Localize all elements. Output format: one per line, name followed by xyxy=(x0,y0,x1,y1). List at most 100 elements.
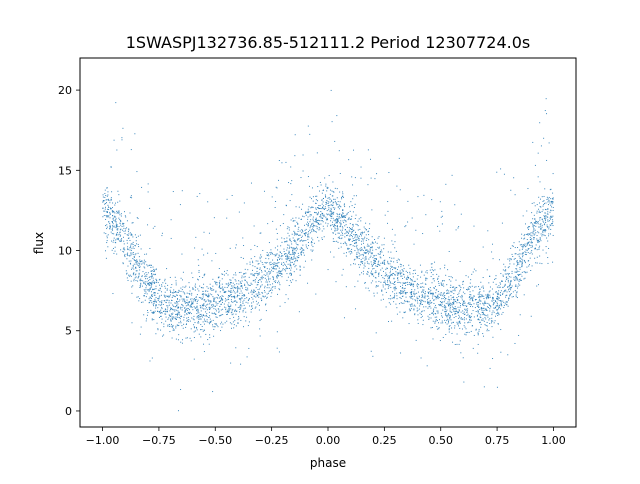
data-point xyxy=(275,253,277,255)
data-point xyxy=(193,326,195,328)
data-point xyxy=(447,292,449,294)
data-point xyxy=(346,213,348,215)
data-point xyxy=(107,216,109,218)
data-point xyxy=(120,234,122,236)
data-point xyxy=(295,260,297,262)
data-point xyxy=(539,206,541,208)
data-point xyxy=(513,177,515,179)
data-point xyxy=(348,251,350,253)
data-point xyxy=(409,296,411,298)
data-point xyxy=(508,266,510,268)
data-point xyxy=(293,256,295,258)
data-point xyxy=(394,295,396,297)
data-point xyxy=(238,316,240,318)
data-point xyxy=(340,242,342,244)
data-point xyxy=(341,232,343,234)
data-point xyxy=(540,206,542,208)
data-point xyxy=(227,311,229,313)
data-point xyxy=(456,298,458,300)
data-point xyxy=(172,318,174,320)
data-point xyxy=(511,285,513,287)
data-point xyxy=(198,322,200,324)
data-point xyxy=(198,317,200,319)
data-point xyxy=(422,324,424,326)
data-point xyxy=(198,315,200,317)
data-point xyxy=(415,300,417,302)
data-point xyxy=(261,292,263,294)
data-point xyxy=(290,267,292,269)
data-point xyxy=(202,298,204,300)
data-point xyxy=(202,277,204,279)
data-point xyxy=(517,262,519,264)
data-point xyxy=(223,291,225,293)
data-point xyxy=(337,220,339,222)
data-point xyxy=(244,298,246,300)
data-point xyxy=(307,236,309,238)
data-point xyxy=(291,258,293,260)
data-point xyxy=(181,303,183,305)
data-point xyxy=(521,233,523,235)
data-point xyxy=(528,229,530,230)
data-point xyxy=(257,282,259,283)
data-point xyxy=(120,240,122,242)
data-point xyxy=(163,300,165,302)
data-point xyxy=(452,307,454,309)
data-point xyxy=(243,276,245,278)
data-point xyxy=(527,234,529,236)
data-point xyxy=(377,237,379,239)
data-point xyxy=(549,189,551,191)
data-point xyxy=(139,261,141,263)
data-point xyxy=(234,272,236,274)
data-point xyxy=(454,313,456,315)
data-point xyxy=(413,295,415,297)
data-point xyxy=(410,295,412,297)
data-point xyxy=(399,270,401,272)
data-point xyxy=(428,293,429,295)
data-point xyxy=(215,301,217,303)
data-point xyxy=(178,317,180,318)
data-point xyxy=(155,282,157,284)
data-point xyxy=(321,239,323,240)
data-point xyxy=(139,286,141,288)
data-point xyxy=(136,260,138,262)
data-point xyxy=(350,201,352,203)
data-point xyxy=(242,257,244,259)
data-point xyxy=(421,294,423,296)
data-point xyxy=(414,293,416,295)
data-point xyxy=(472,297,474,299)
data-point xyxy=(440,312,442,314)
data-point xyxy=(427,307,429,309)
data-point xyxy=(374,277,376,279)
data-point xyxy=(281,241,283,243)
data-point xyxy=(307,224,309,226)
data-point xyxy=(380,299,382,301)
data-point xyxy=(262,292,264,294)
data-point xyxy=(208,343,210,345)
data-point xyxy=(253,291,255,293)
data-point xyxy=(220,287,222,289)
data-point xyxy=(275,186,277,188)
data-point xyxy=(281,162,283,164)
data-point xyxy=(307,241,309,243)
data-point xyxy=(245,301,247,303)
data-point xyxy=(487,296,489,298)
data-point xyxy=(131,322,133,324)
data-point xyxy=(312,228,314,230)
data-point xyxy=(401,269,403,271)
data-point xyxy=(302,231,304,233)
data-point xyxy=(174,276,176,278)
data-point xyxy=(413,291,415,293)
data-point xyxy=(129,255,131,257)
data-point xyxy=(446,309,448,311)
data-point xyxy=(260,277,262,279)
data-point xyxy=(233,316,235,318)
data-point xyxy=(110,231,112,233)
data-point xyxy=(383,263,385,265)
data-point xyxy=(208,300,210,302)
data-point xyxy=(278,267,280,269)
data-point xyxy=(116,232,118,234)
data-point xyxy=(109,213,111,215)
data-point xyxy=(159,304,161,306)
data-point xyxy=(315,195,317,197)
